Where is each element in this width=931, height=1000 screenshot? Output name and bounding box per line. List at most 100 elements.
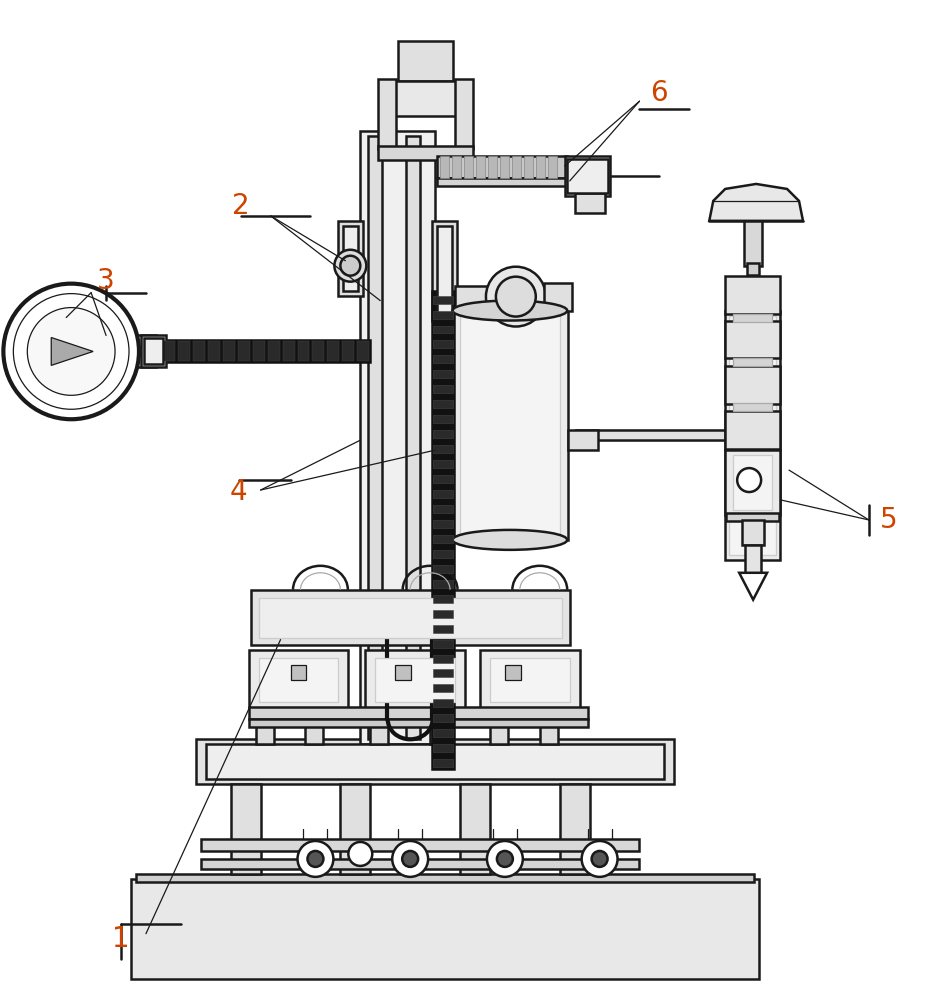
Bar — [256, 709, 274, 744]
Bar — [396, 665, 412, 680]
Text: 5: 5 — [880, 506, 897, 534]
Bar — [744, 221, 762, 266]
Bar — [464, 156, 473, 178]
Bar — [252, 341, 264, 361]
Bar — [433, 759, 453, 767]
Circle shape — [334, 250, 366, 282]
Bar — [433, 475, 453, 483]
Circle shape — [402, 851, 418, 867]
Bar — [437, 226, 452, 316]
Circle shape — [13, 294, 129, 409]
Bar — [378, 146, 473, 160]
Circle shape — [348, 842, 372, 866]
Bar — [433, 744, 453, 752]
Bar — [433, 610, 453, 618]
Bar — [488, 156, 497, 178]
Bar — [433, 729, 453, 737]
Bar — [433, 355, 453, 363]
Bar — [433, 699, 453, 707]
Bar — [544, 283, 572, 311]
Bar — [433, 296, 453, 304]
Bar — [432, 291, 454, 769]
Bar — [313, 341, 324, 361]
Bar — [433, 535, 453, 543]
Bar — [398, 41, 453, 81]
Bar — [371, 709, 388, 744]
Text: 6: 6 — [651, 79, 668, 107]
Bar — [729, 316, 776, 555]
Bar — [116, 335, 155, 367]
Bar — [161, 340, 371, 362]
Circle shape — [737, 468, 762, 492]
Bar — [540, 709, 558, 744]
Circle shape — [487, 841, 523, 877]
Bar — [433, 595, 453, 603]
Bar — [725, 311, 780, 560]
Bar — [369, 136, 383, 739]
Bar — [201, 839, 640, 851]
Bar — [565, 156, 610, 196]
Bar — [406, 136, 420, 739]
Bar — [433, 430, 453, 438]
Bar — [524, 156, 533, 178]
Polygon shape — [739, 573, 767, 600]
Bar — [375, 658, 455, 702]
Bar — [433, 445, 453, 453]
Text: 4: 4 — [230, 478, 248, 506]
Bar — [433, 340, 453, 348]
Bar — [360, 131, 435, 744]
Circle shape — [298, 841, 333, 877]
Bar — [193, 341, 205, 361]
Bar — [433, 550, 453, 558]
Text: 2: 2 — [232, 192, 250, 220]
Bar — [433, 669, 453, 677]
Bar — [560, 784, 589, 874]
Bar — [163, 341, 175, 361]
Bar — [259, 598, 561, 638]
Bar — [433, 505, 453, 513]
Bar — [535, 156, 545, 178]
Ellipse shape — [452, 530, 567, 550]
Bar — [505, 665, 520, 680]
Bar — [433, 565, 453, 573]
Circle shape — [307, 851, 323, 867]
Bar — [433, 490, 453, 498]
Bar — [338, 221, 363, 296]
Bar — [437, 178, 567, 186]
Text: 3: 3 — [97, 267, 115, 295]
Bar — [433, 460, 453, 468]
Bar — [267, 341, 279, 361]
Bar — [574, 193, 604, 213]
Bar — [734, 455, 772, 510]
Bar — [341, 784, 371, 874]
Bar — [476, 156, 485, 178]
Circle shape — [4, 284, 139, 419]
Bar — [432, 221, 457, 321]
Bar — [480, 650, 580, 709]
Bar — [440, 156, 449, 178]
Bar — [452, 156, 461, 178]
Bar — [490, 658, 570, 702]
Circle shape — [591, 851, 608, 867]
Bar — [344, 226, 358, 291]
Bar — [433, 400, 453, 408]
Bar — [141, 335, 166, 367]
Bar — [196, 739, 674, 784]
Bar — [208, 341, 220, 361]
Circle shape — [496, 277, 535, 317]
Bar — [433, 370, 453, 378]
Polygon shape — [709, 184, 803, 221]
Circle shape — [486, 267, 546, 327]
Bar — [433, 520, 453, 528]
Bar — [455, 79, 473, 149]
Bar — [201, 859, 640, 869]
Bar — [725, 411, 780, 449]
Bar — [725, 450, 780, 515]
Circle shape — [27, 308, 115, 395]
Bar — [433, 385, 453, 393]
Bar — [343, 341, 355, 361]
Bar — [365, 650, 465, 709]
Bar — [282, 341, 294, 361]
Bar — [453, 311, 568, 540]
Ellipse shape — [452, 301, 567, 321]
